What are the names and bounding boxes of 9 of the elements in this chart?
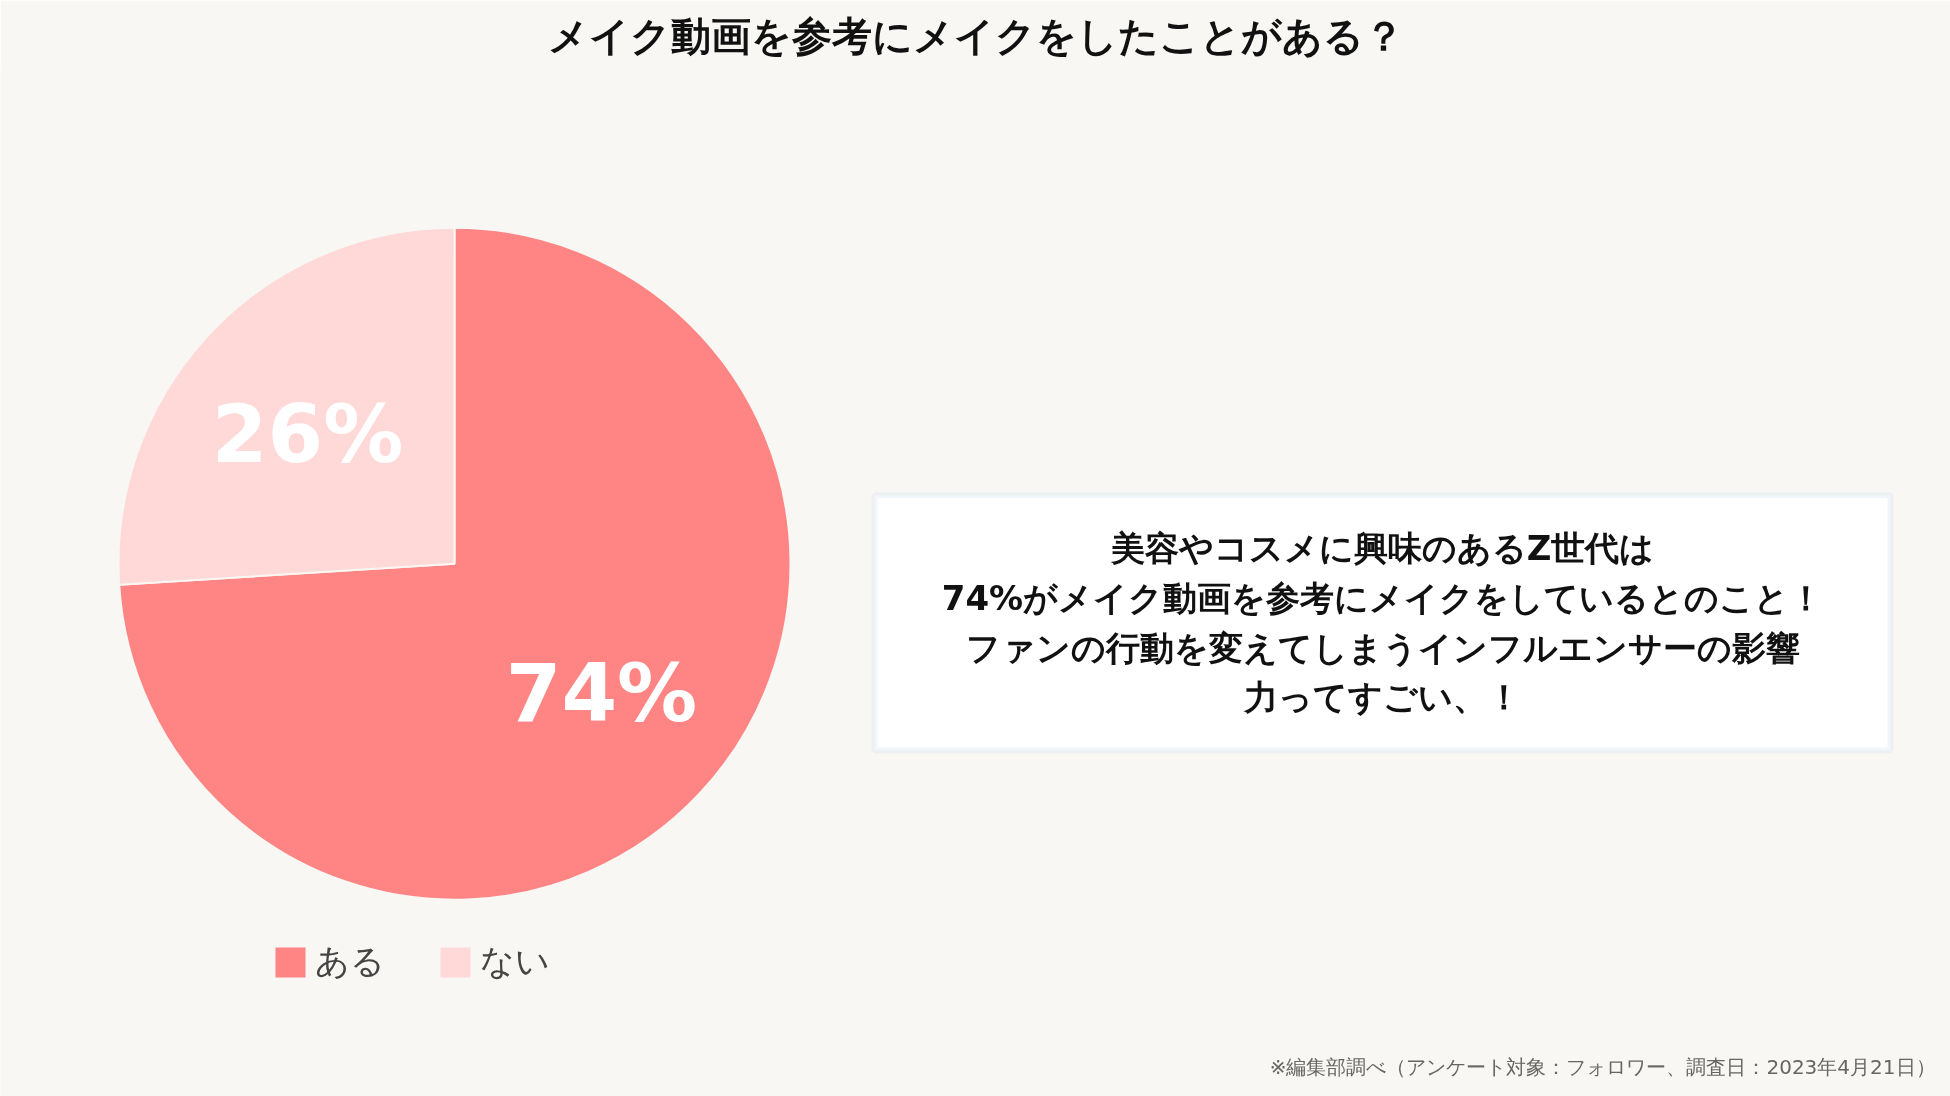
text: ※編集部調べ（アンケート対象：フォロワー、調査日：2023年4月21日） bbox=[1269, 1055, 1936, 1080]
text: 美容やコスメに興味のあるZ世代は bbox=[1109, 528, 1655, 569]
data-label: 74% bbox=[505, 646, 698, 740]
legend-label: ある bbox=[315, 940, 385, 983]
text: メイク動画を参考にメイクをしたことがある？ bbox=[547, 12, 1404, 59]
text: 74%がメイク動画を参考にメイクをしているとのこと！ bbox=[941, 577, 1824, 618]
text: ファンの行動を変えてしまうインフルエンサーの影響 bbox=[965, 627, 1800, 668]
legend-label: ない bbox=[480, 940, 550, 983]
text: 力ってすごい、！ bbox=[1243, 677, 1521, 718]
